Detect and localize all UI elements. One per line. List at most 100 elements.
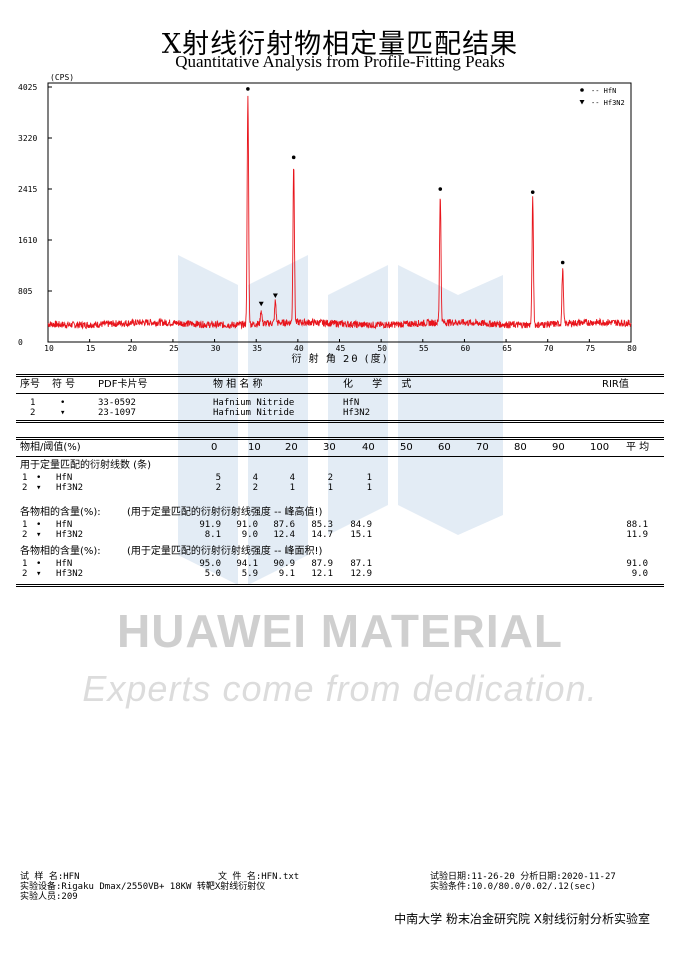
phase-row-name: Hafnium Nitride xyxy=(213,398,295,408)
row-value: 1 xyxy=(366,473,372,483)
row-value: 9.0 xyxy=(241,530,258,540)
row-value: 8.1 xyxy=(204,530,221,540)
row-average: 91.0 xyxy=(626,559,648,569)
row-phase: Hf3N2 xyxy=(56,569,84,579)
row-average: 88.1 xyxy=(626,520,648,530)
row-value: 4 xyxy=(289,473,295,483)
x-tick-label: 45 xyxy=(336,344,346,353)
peak-marker-hfn xyxy=(291,155,296,160)
instrument-value: Rigaku Dmax/2550VB+ 18KW 转靶X射线衍射仪 xyxy=(61,882,266,892)
test-date-value: 11-26-20 xyxy=(471,872,515,882)
row-value: 2 xyxy=(327,473,333,483)
row-symbol: ▾ xyxy=(36,530,42,540)
y-tick-label: 2415 xyxy=(18,185,37,194)
watermark-brand: HUAWEI MATERIAL xyxy=(116,605,563,657)
row-average: 11.9 xyxy=(626,530,648,540)
col-header-symbol: 符 号 xyxy=(52,379,76,390)
peak-marker-hfn xyxy=(530,190,535,194)
threshold-col-header: 100 xyxy=(590,442,610,453)
threshold-col-header: 40 xyxy=(362,442,375,453)
phase-row-symbol: ▾ xyxy=(60,408,66,418)
threshold-col-header: 平 均 xyxy=(626,442,650,453)
page-title-en: Quantitative Analysis from Profile-Fitti… xyxy=(175,52,505,71)
legend-label: -- Hf3N2 xyxy=(591,99,625,107)
x-tick-label: 55 xyxy=(419,344,429,353)
row-value: 85.3 xyxy=(311,520,333,530)
diffraction-pattern-line xyxy=(47,95,632,330)
file-info: 文 件 名:HFN.txt xyxy=(218,872,299,882)
row-no: 2 xyxy=(22,483,28,493)
xrd-pattern-chart: (CPS) 0 805 1610 2415 3220 4025 10 15 20 25 30 35 4… xyxy=(18,73,637,365)
col-header-rir: RIR值 xyxy=(602,379,629,390)
table-rule xyxy=(16,584,664,587)
phase-row-no: 1 xyxy=(30,398,36,408)
legend-label: -- HfN xyxy=(591,87,616,95)
threshold-label: 物相/阈值(%) xyxy=(20,442,81,453)
row-value: 87.1 xyxy=(350,559,372,569)
plot-frame xyxy=(47,82,632,343)
row-phase: HfN xyxy=(56,473,73,483)
conditions-info: 实验条件:10.0/80.0/0.02/.12(sec) xyxy=(430,882,596,892)
row-symbol: • xyxy=(36,473,42,483)
section-note: (用于定量匹配的衍射衍射线强度 -- 峰高值!) xyxy=(127,507,323,518)
y-tick-label: 4025 xyxy=(18,83,37,92)
row-no: 2 xyxy=(22,530,28,540)
instrument-label: 实验设备: xyxy=(20,882,62,892)
section-title: 各物相的含量(%): xyxy=(20,546,101,557)
lab-name: 中南大学 粉末冶金研究院 X射线衍射分析实验室 xyxy=(394,912,650,926)
x-tick-label: 10 xyxy=(44,344,54,353)
test-date-label: 试验日期: xyxy=(430,872,472,882)
phase-row-pdf: 33-0592 xyxy=(98,398,136,408)
legend-marker xyxy=(579,100,585,105)
row-value: 1 xyxy=(366,483,372,493)
threshold-col-header: 70 xyxy=(476,442,489,453)
row-symbol: • xyxy=(36,520,42,530)
x-tick-label: 40 xyxy=(294,344,304,353)
row-value: 1 xyxy=(327,483,333,493)
sample-info: 试 样 名:HFN xyxy=(20,872,80,882)
row-no: 1 xyxy=(22,473,28,483)
phase-row-name: Hafnium Nitride xyxy=(213,408,295,418)
row-value: 2 xyxy=(215,483,221,493)
col-header-pdf: PDF卡片号 xyxy=(98,379,148,390)
row-value: 87.9 xyxy=(311,559,333,569)
row-value: 5.9 xyxy=(241,569,258,579)
conditions-value: 10.0/80.0/0.02/.12(sec) xyxy=(471,882,597,892)
file-value: HFN.txt xyxy=(261,872,300,882)
table-rule xyxy=(16,420,664,423)
table-rule xyxy=(16,437,664,440)
legend-marker xyxy=(580,88,584,92)
x-tick-label: 20 xyxy=(127,344,137,353)
row-symbol: • xyxy=(36,559,42,569)
threshold-col-header: 20 xyxy=(285,442,298,453)
row-phase: Hf3N2 xyxy=(56,530,84,540)
row-value: 2 xyxy=(252,483,258,493)
row-value: 1 xyxy=(289,483,295,493)
col-header-name: 物 相 名 称 xyxy=(213,379,263,390)
y-tick-label: 805 xyxy=(18,287,33,296)
phase-row-formula: Hf3N2 xyxy=(343,408,371,418)
row-value: 12.9 xyxy=(350,569,372,579)
x-tick-label: 65 xyxy=(502,344,512,353)
table-rule xyxy=(16,374,664,377)
peak-marker-hf3n2 xyxy=(272,293,278,298)
row-value: 12.4 xyxy=(273,530,295,540)
row-no: 2 xyxy=(22,569,28,579)
peak-marker-hfn xyxy=(438,187,443,191)
peak-marker-hfn xyxy=(560,260,565,265)
col-header-formula: 化 学 式 xyxy=(343,379,420,390)
y-tick-label: 0 xyxy=(18,338,23,347)
y-tick-label: 3220 xyxy=(18,134,37,143)
sample-value: HFN xyxy=(63,872,80,882)
row-value: 4 xyxy=(252,473,258,483)
y-tick-label: 1610 xyxy=(18,236,37,245)
date-info: 试验日期:11-26-20 分析日期:2020-11-27 xyxy=(430,872,616,882)
row-value: 94.1 xyxy=(236,559,258,569)
conditions-label: 实验条件: xyxy=(430,882,472,892)
row-value: 84.9 xyxy=(350,520,372,530)
x-tick-label: 70 xyxy=(544,344,554,353)
row-value: 14.7 xyxy=(311,530,333,540)
row-value: 91.0 xyxy=(236,520,258,530)
threshold-col-header: 60 xyxy=(438,442,451,453)
phase-row-formula: HfN xyxy=(343,398,360,408)
